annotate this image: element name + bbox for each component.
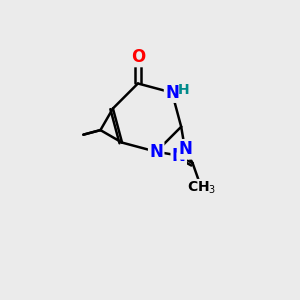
- Text: O: O: [131, 48, 145, 66]
- Text: H: H: [177, 83, 189, 97]
- Text: N: N: [165, 84, 179, 102]
- Text: N: N: [172, 146, 186, 164]
- Text: N: N: [149, 143, 163, 161]
- Text: CH$_3$: CH$_3$: [187, 180, 216, 196]
- Text: N: N: [178, 140, 192, 158]
